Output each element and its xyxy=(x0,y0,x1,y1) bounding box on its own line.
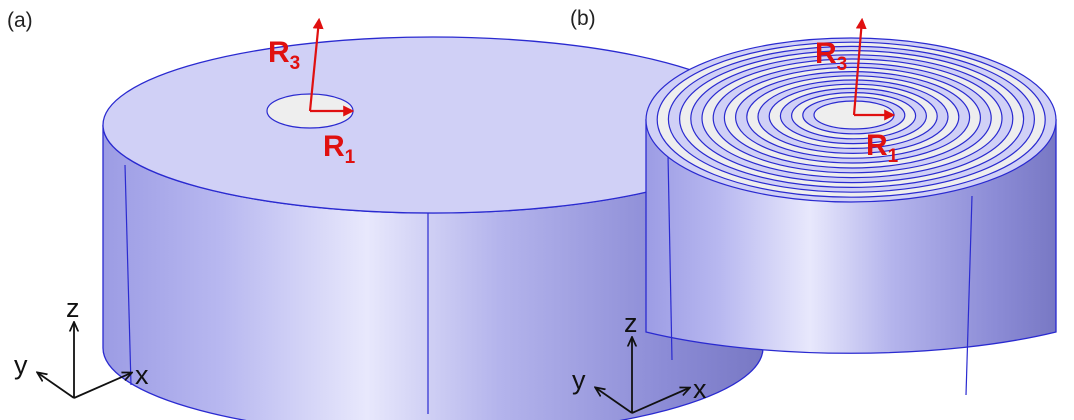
y-axis-label-a: y xyxy=(14,350,28,380)
r3-label-b: R3 xyxy=(815,37,847,75)
panel-a: (a) R3 R1 z y x xyxy=(7,9,764,420)
panel-b-label: (b) xyxy=(570,7,596,30)
cylinder-b-seam-right xyxy=(965,195,973,396)
y-axis-a xyxy=(38,373,75,399)
cylinder-b-seam-left xyxy=(667,154,673,361)
y-axis-b xyxy=(596,388,633,414)
x-axis-b xyxy=(631,388,689,414)
cylinder-a-seam-left xyxy=(124,164,132,386)
r3-arrow-b xyxy=(852,17,867,116)
z-axis-label-b: z xyxy=(624,308,638,338)
x-axis-label-a: x xyxy=(135,360,149,390)
z-axis-label-a: z xyxy=(66,293,80,323)
r1-label-a: R1 xyxy=(323,130,356,168)
r1-label-b: R1 xyxy=(866,129,899,167)
axes-b: z y x xyxy=(572,308,707,414)
concentric-rings-b xyxy=(645,37,1057,203)
x-axis-label-b: x xyxy=(693,374,707,404)
r3-label-a: R3 xyxy=(268,36,300,74)
radius-arrows-b: R3 R1 xyxy=(815,17,899,167)
panel-a-label: (a) xyxy=(7,9,33,32)
axes-a: z y x xyxy=(14,293,149,399)
r3-arrow-a xyxy=(308,17,324,112)
cylinder-a xyxy=(102,36,764,420)
y-axis-label-b: y xyxy=(572,365,586,395)
x-axis-a xyxy=(73,373,131,399)
panel-b: (b) R3 R1 z y x xyxy=(570,7,1057,414)
cylinder-b xyxy=(645,37,1057,396)
radius-arrows-a: R3 R1 xyxy=(268,17,356,168)
